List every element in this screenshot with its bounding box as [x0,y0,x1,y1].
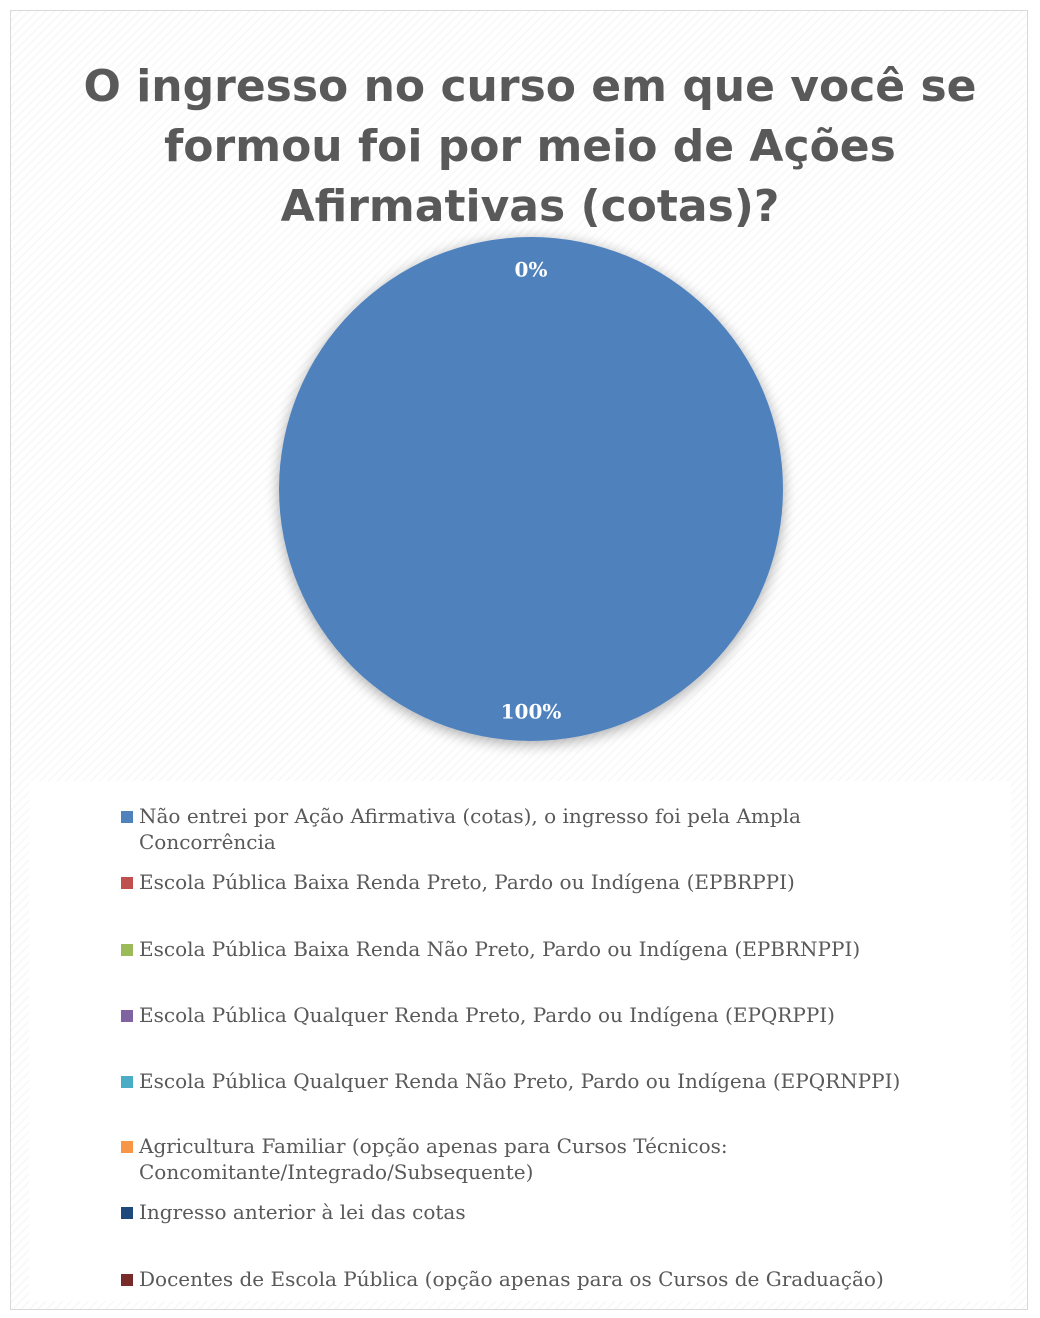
pie-data-label: 100% [501,700,562,724]
legend-label: Escola Pública Qualquer Renda Preto, Par… [139,1003,835,1027]
legend-item: Escola Pública Baixa Renda Preto, Pardo … [121,869,939,895]
chart-title: O ingresso no curso em que você se formo… [83,61,977,232]
pie-slice [279,237,783,741]
legend-label: Docentes de Escola Pública (opção apenas… [139,1267,884,1291]
legend-swatch [121,1274,133,1286]
legend-label: Não entrei por Ação Afirmativa (cotas), … [139,804,801,854]
legend-item: Escola Pública Qualquer Renda Preto, Par… [121,1002,939,1028]
legend-swatch [121,1010,133,1022]
legend-label: Escola Pública Baixa Renda Preto, Pardo … [139,870,795,894]
legend-swatch [121,1141,133,1153]
legend-item: Escola Pública Baixa Renda Não Preto, Pa… [121,936,939,962]
legend-item: Não entrei por Ação Afirmativa (cotas), … [121,803,939,855]
pie-slices [279,237,783,741]
legend-label: Escola Pública Qualquer Renda Não Preto,… [139,1069,901,1093]
chart-frame: O ingresso no curso em que você se formo… [10,10,1028,1310]
legend-item: Docentes de Escola Pública (opção apenas… [121,1266,939,1292]
pie-plot: 100% 0% [279,237,783,741]
legend-label: Ingresso anterior à lei das cotas [139,1200,466,1224]
legend-item: Ingresso anterior à lei das cotas [121,1199,939,1225]
pie-data-labels: 100% 0% [501,258,562,724]
legend-swatch [121,877,133,889]
legend-swatch [121,1207,133,1219]
legend-item: Escola Pública Qualquer Renda Não Preto,… [121,1068,939,1094]
legend-swatch [121,811,133,823]
legend-swatch [121,944,133,956]
legend-label: Escola Pública Baixa Renda Não Preto, Pa… [139,937,861,961]
legend-swatch [121,1076,133,1088]
legend-item: Agricultura Familiar (opção apenas para … [121,1133,939,1185]
legend-label: Agricultura Familiar (opção apenas para … [139,1134,728,1184]
chart-legend: Não entrei por Ação Afirmativa (cotas), … [29,781,1011,1301]
pie-data-label: 0% [515,258,548,282]
